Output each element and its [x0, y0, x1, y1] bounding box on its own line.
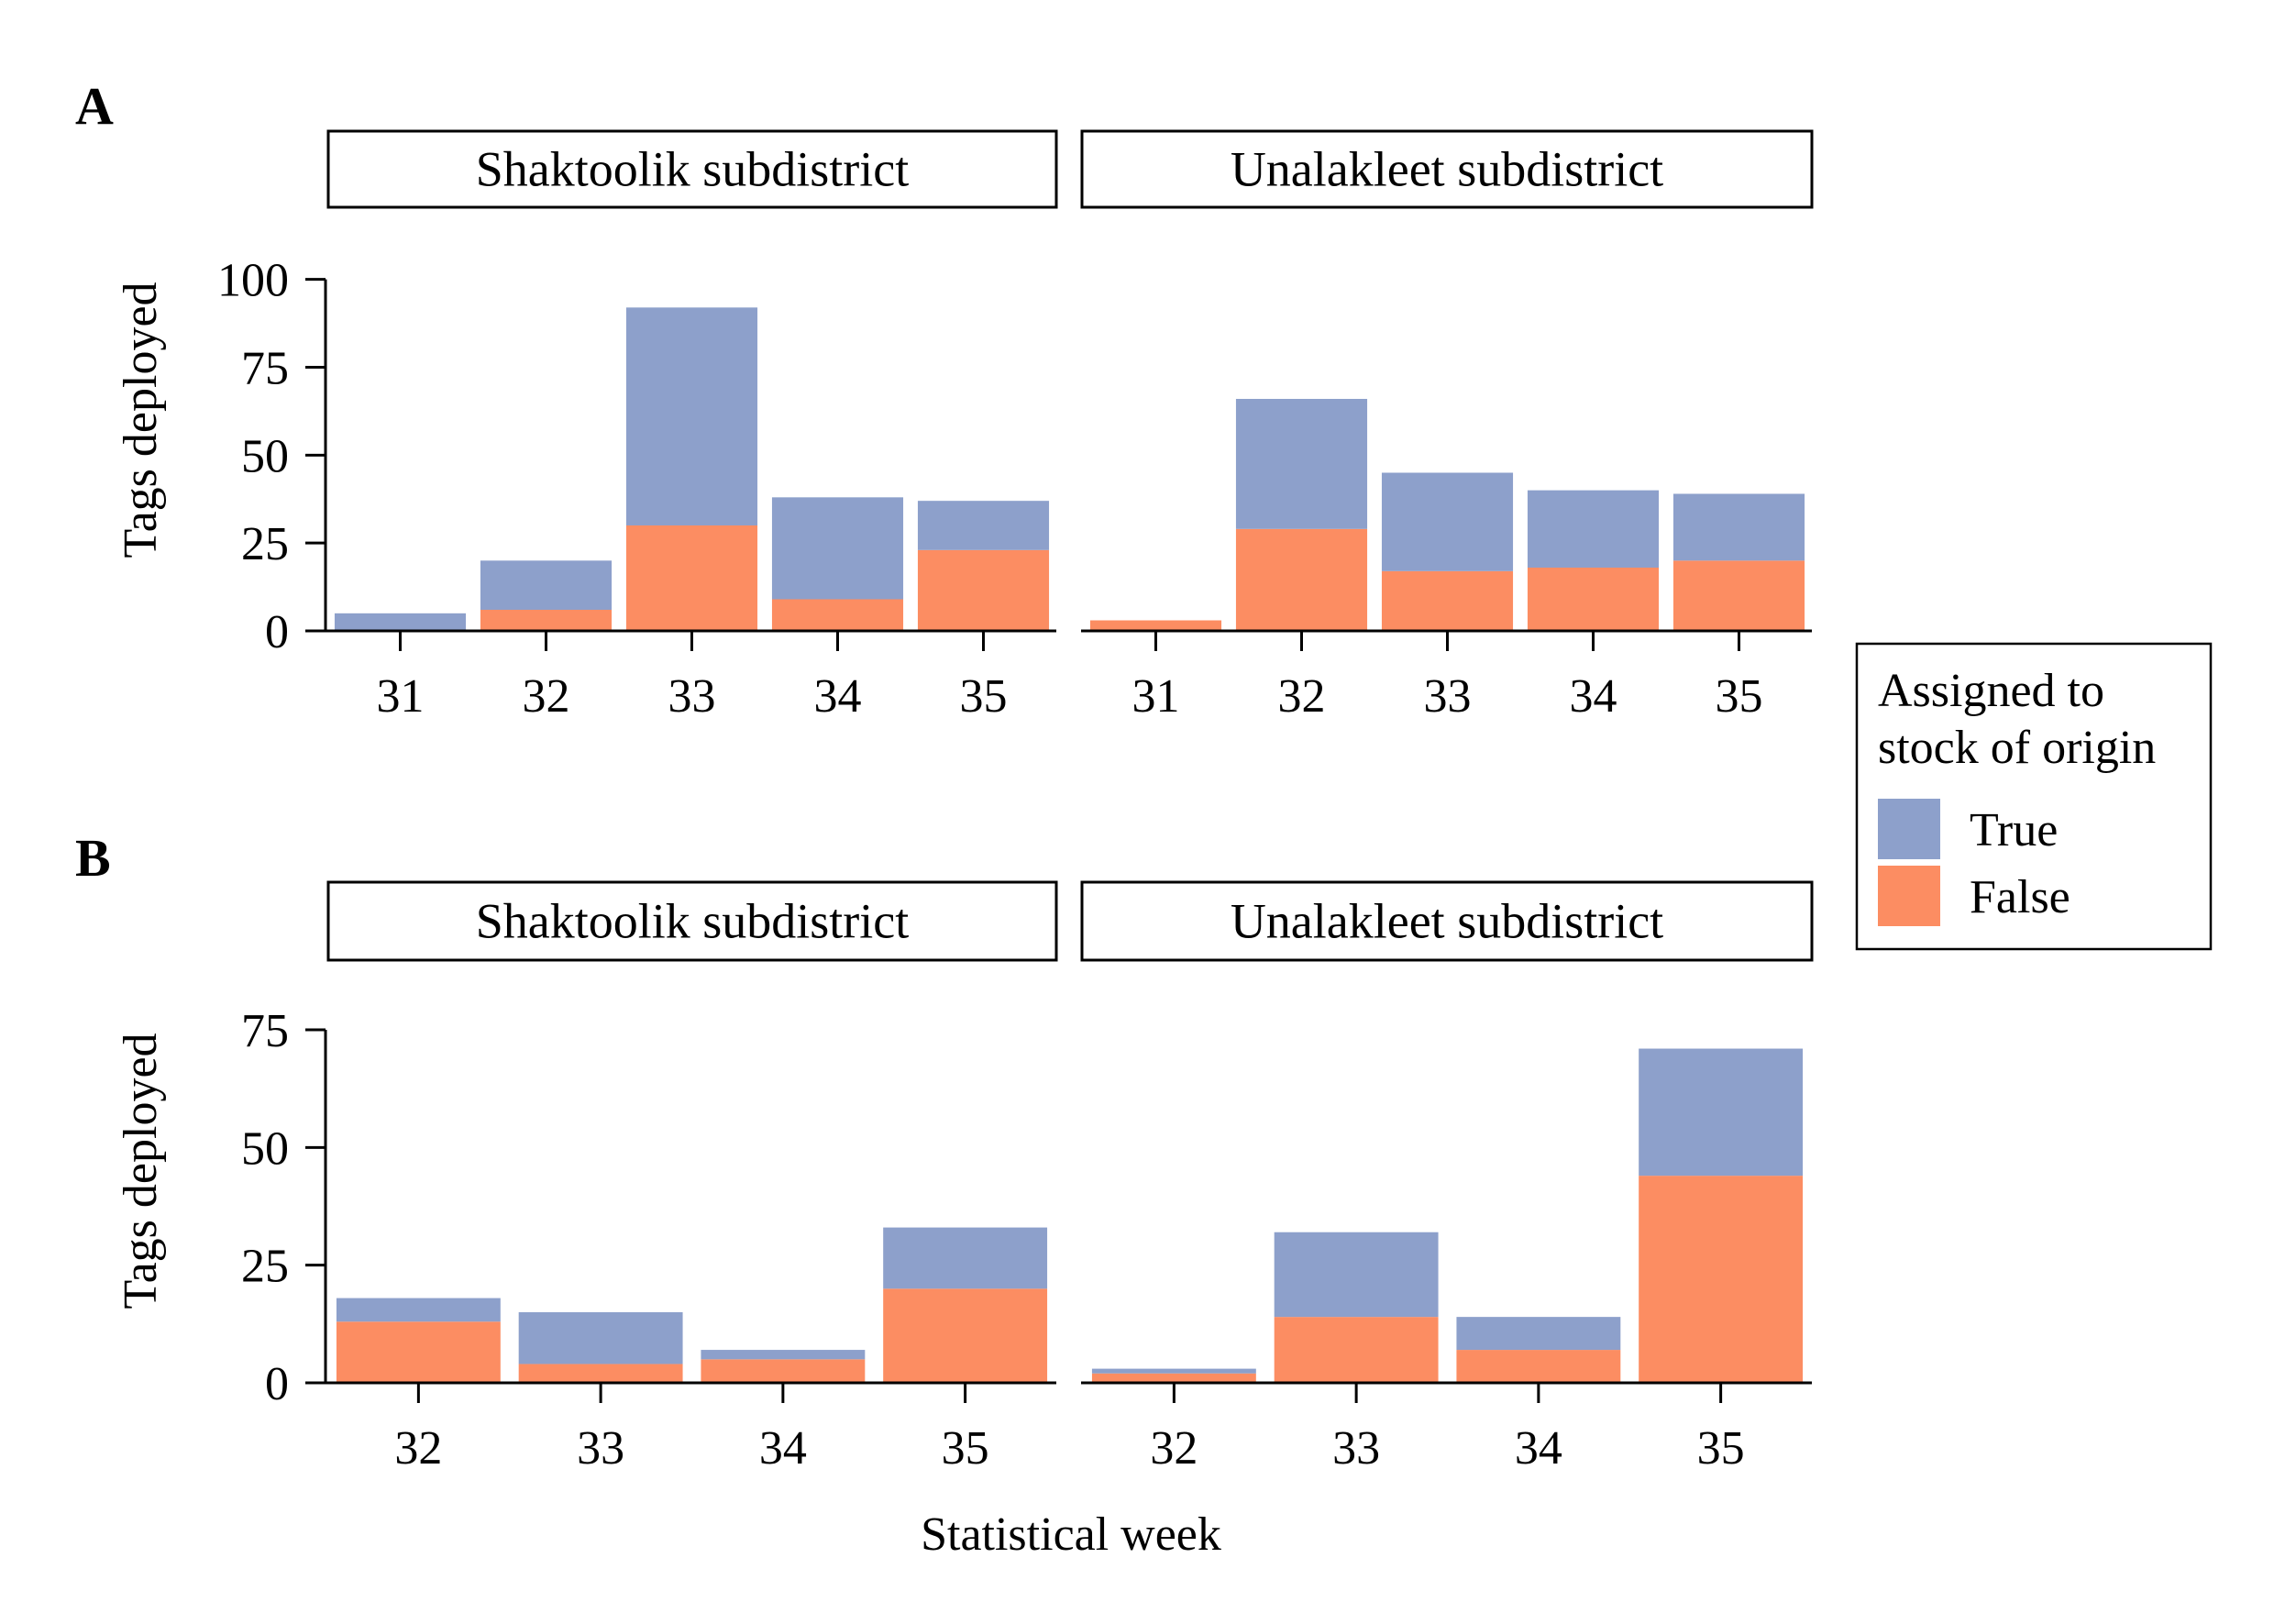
- legend-swatch-false: [1878, 866, 1940, 926]
- facet-strip-title: Shaktoolik subdistrict: [476, 142, 910, 197]
- x-tick-label: 34: [1570, 670, 1617, 723]
- y-tick-label: 50: [241, 430, 289, 482]
- y-tick-label: 0: [265, 606, 289, 658]
- bar-false-week-33: [625, 525, 758, 631]
- bar-true-week-35: [917, 501, 1050, 550]
- bar-true-week-33: [625, 307, 758, 525]
- x-tick-label: 34: [1515, 1422, 1562, 1475]
- y-tick-label: 50: [241, 1122, 289, 1175]
- bar-true-week-34: [771, 497, 904, 600]
- facet-shaktoolik: Shaktoolik subdistrict 31 32 33 34 35 0 25 50 75 1…: [217, 129, 1058, 723]
- panel-letter-b: B: [75, 828, 111, 888]
- bar-false-week-35: [1672, 560, 1805, 631]
- facet-strip-title: Shaktoolik subdistrict: [476, 894, 910, 949]
- x-tick-label: 32: [394, 1422, 442, 1475]
- y-axis-title: Tags deployed: [115, 282, 167, 558]
- x-tick-label: 33: [577, 1422, 624, 1475]
- x-axis-title: Statistical week: [921, 1508, 1221, 1561]
- bar-true-week-34: [1456, 1317, 1621, 1351]
- facet-strip: [326, 880, 1058, 962]
- y-tick-label: 100: [217, 255, 289, 307]
- bar-true-week-35: [1672, 493, 1805, 561]
- bar-true-week-32: [1235, 399, 1368, 529]
- bar-true-week-32: [1091, 1368, 1256, 1374]
- bar-false-week-35: [917, 549, 1050, 631]
- x-tick-label: 31: [1132, 670, 1180, 723]
- x-tick-label: 34: [814, 670, 862, 723]
- legend-label-true: True: [1970, 804, 2058, 856]
- bar-false-week-32: [1235, 528, 1368, 631]
- x-tick-label: 33: [668, 670, 716, 723]
- facet-strip: [1080, 880, 1814, 962]
- bar-false-week-34: [771, 599, 904, 631]
- facet-unalakleet: Unalakleet subdistrict 31 32 33 34 35: [1080, 129, 1814, 723]
- x-tick-label: 31: [377, 670, 425, 723]
- x-tick-label: 32: [1150, 1422, 1198, 1475]
- bar-false-week-32: [1091, 1373, 1256, 1383]
- bar-false-week-35: [1639, 1176, 1804, 1383]
- y-tick-label: 75: [241, 1005, 289, 1057]
- facet-strip: [1080, 129, 1814, 209]
- bar-false-week-35: [883, 1288, 1048, 1383]
- bar-true-week-33: [1381, 472, 1514, 571]
- bar-true-week-33: [518, 1312, 683, 1364]
- bar-true-week-31: [334, 613, 467, 631]
- bar-false-week-34: [1527, 568, 1660, 631]
- facet-strip-title: Unalakleet subdistrict: [1231, 894, 1663, 949]
- bar-false-week-33: [1274, 1317, 1439, 1383]
- bar-true-week-33: [1274, 1232, 1439, 1318]
- panel-letter-a: A: [75, 76, 114, 136]
- legend-title-line2: stock of origin: [1878, 722, 2156, 774]
- legend-swatch-true: [1878, 799, 1940, 859]
- y-tick-label: 25: [241, 518, 289, 570]
- bar-false-week-34: [701, 1359, 866, 1383]
- x-tick-label: 35: [1697, 1422, 1745, 1475]
- facet-strip: [326, 129, 1058, 209]
- bar-false-week-32: [480, 610, 613, 631]
- x-tick-label: 32: [523, 670, 570, 723]
- y-tick-label: 0: [265, 1358, 289, 1410]
- bar-true-week-34: [701, 1350, 866, 1360]
- facet-shaktoolik: Shaktoolik subdistrict 32 33 34 35 0 25 50 75: [241, 880, 1058, 1475]
- bar-false-week-34: [1456, 1350, 1621, 1383]
- bar-false-week-33: [518, 1364, 683, 1383]
- x-tick-label: 33: [1332, 1422, 1380, 1475]
- x-tick-label: 33: [1424, 670, 1472, 723]
- bar-false-week-31: [1089, 620, 1222, 631]
- bar-true-week-34: [1527, 490, 1660, 568]
- x-tick-label: 34: [759, 1422, 807, 1475]
- y-tick-label: 75: [241, 343, 289, 395]
- bar-false-week-32: [336, 1321, 501, 1383]
- legend-label-false: False: [1970, 871, 2070, 923]
- plots-layer: A Tags deployed Shaktoolik subdistrict 31 32…: [75, 76, 1814, 1475]
- y-tick-label: 25: [241, 1241, 289, 1293]
- bar-false-week-33: [1381, 570, 1514, 631]
- bar-true-week-32: [336, 1298, 501, 1322]
- x-tick-label: 32: [1278, 670, 1326, 723]
- y-axis-title: Tags deployed: [115, 1033, 167, 1309]
- bar-true-week-35: [883, 1227, 1048, 1289]
- legend-title-line1: Assigned to: [1878, 665, 2104, 717]
- bar-true-week-35: [1639, 1048, 1804, 1177]
- bar-true-week-32: [480, 560, 613, 610]
- x-tick-label: 35: [942, 1422, 989, 1475]
- x-tick-label: 35: [960, 670, 1008, 723]
- legend: Assigned to stock of origin True False: [1855, 642, 2213, 951]
- facet-strip-title: Unalakleet subdistrict: [1231, 142, 1663, 197]
- x-tick-label: 35: [1716, 670, 1763, 723]
- facet-unalakleet: Unalakleet subdistrict 32 33 34 35: [1080, 880, 1814, 1475]
